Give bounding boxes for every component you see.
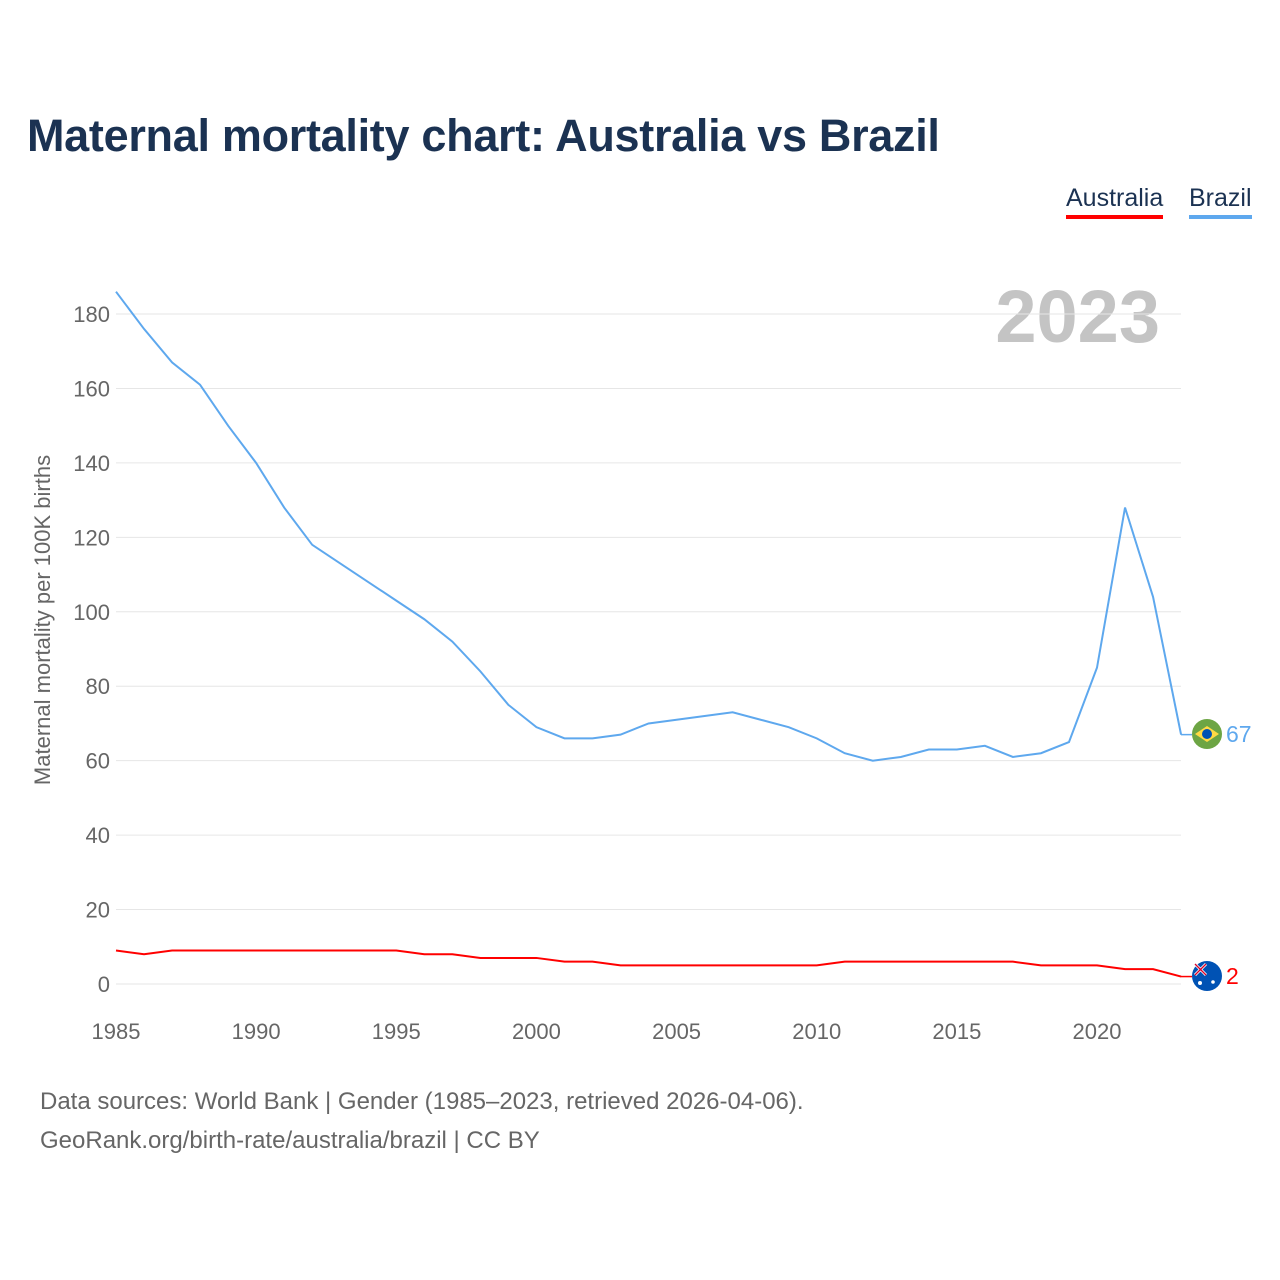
legend-australia[interactable]: Australia: [1066, 184, 1164, 219]
footer-sources: Data sources: World Bank | Gender (1985–…: [40, 1088, 804, 1115]
x-tick-label: 1990: [232, 1019, 281, 1044]
y-tick-label: 60: [86, 749, 110, 774]
y-tick-label: 40: [86, 823, 110, 848]
x-tick-label: 1985: [92, 1019, 141, 1044]
brazil-flag-globe: [1202, 729, 1212, 739]
australia-flag-cross: [1194, 963, 1207, 976]
x-tick-label: 2005: [652, 1019, 701, 1044]
y-tick-label: 20: [86, 898, 110, 923]
end-value-label-australia: 2: [1226, 963, 1239, 989]
x-tick-label: 2010: [792, 1019, 841, 1044]
legend-brazil[interactable]: Brazil: [1189, 184, 1252, 219]
series-line-brazil: [115, 291, 1183, 762]
footer-credit[interactable]: GeoRank.org/birth-rate/australia/brazil …: [40, 1127, 540, 1154]
y-tick-label: 100: [73, 600, 110, 625]
y-tick-label: 140: [73, 451, 110, 476]
x-tick-label: 2020: [1073, 1019, 1122, 1044]
x-tick-label: 2000: [512, 1019, 561, 1044]
x-tick-label: 2015: [932, 1019, 981, 1044]
series-line-australia: [115, 949, 1182, 978]
australia-flag-star: [1198, 981, 1202, 985]
end-value-label-brazil: 67: [1226, 721, 1252, 747]
chart-title: Maternal mortality chart: Australia vs B…: [27, 110, 940, 161]
australia-flag-star: [1211, 980, 1215, 984]
y-axis-label: Maternal mortality per 100K births: [30, 455, 55, 785]
year-watermark: 2023: [995, 275, 1160, 358]
y-tick-label: 80: [86, 674, 110, 699]
y-tick-label: 0: [98, 972, 110, 997]
y-tick-label: 180: [73, 302, 110, 327]
x-tick-label: 1995: [372, 1019, 421, 1044]
y-tick-label: 160: [73, 376, 110, 401]
y-tick-label: 120: [73, 525, 110, 550]
